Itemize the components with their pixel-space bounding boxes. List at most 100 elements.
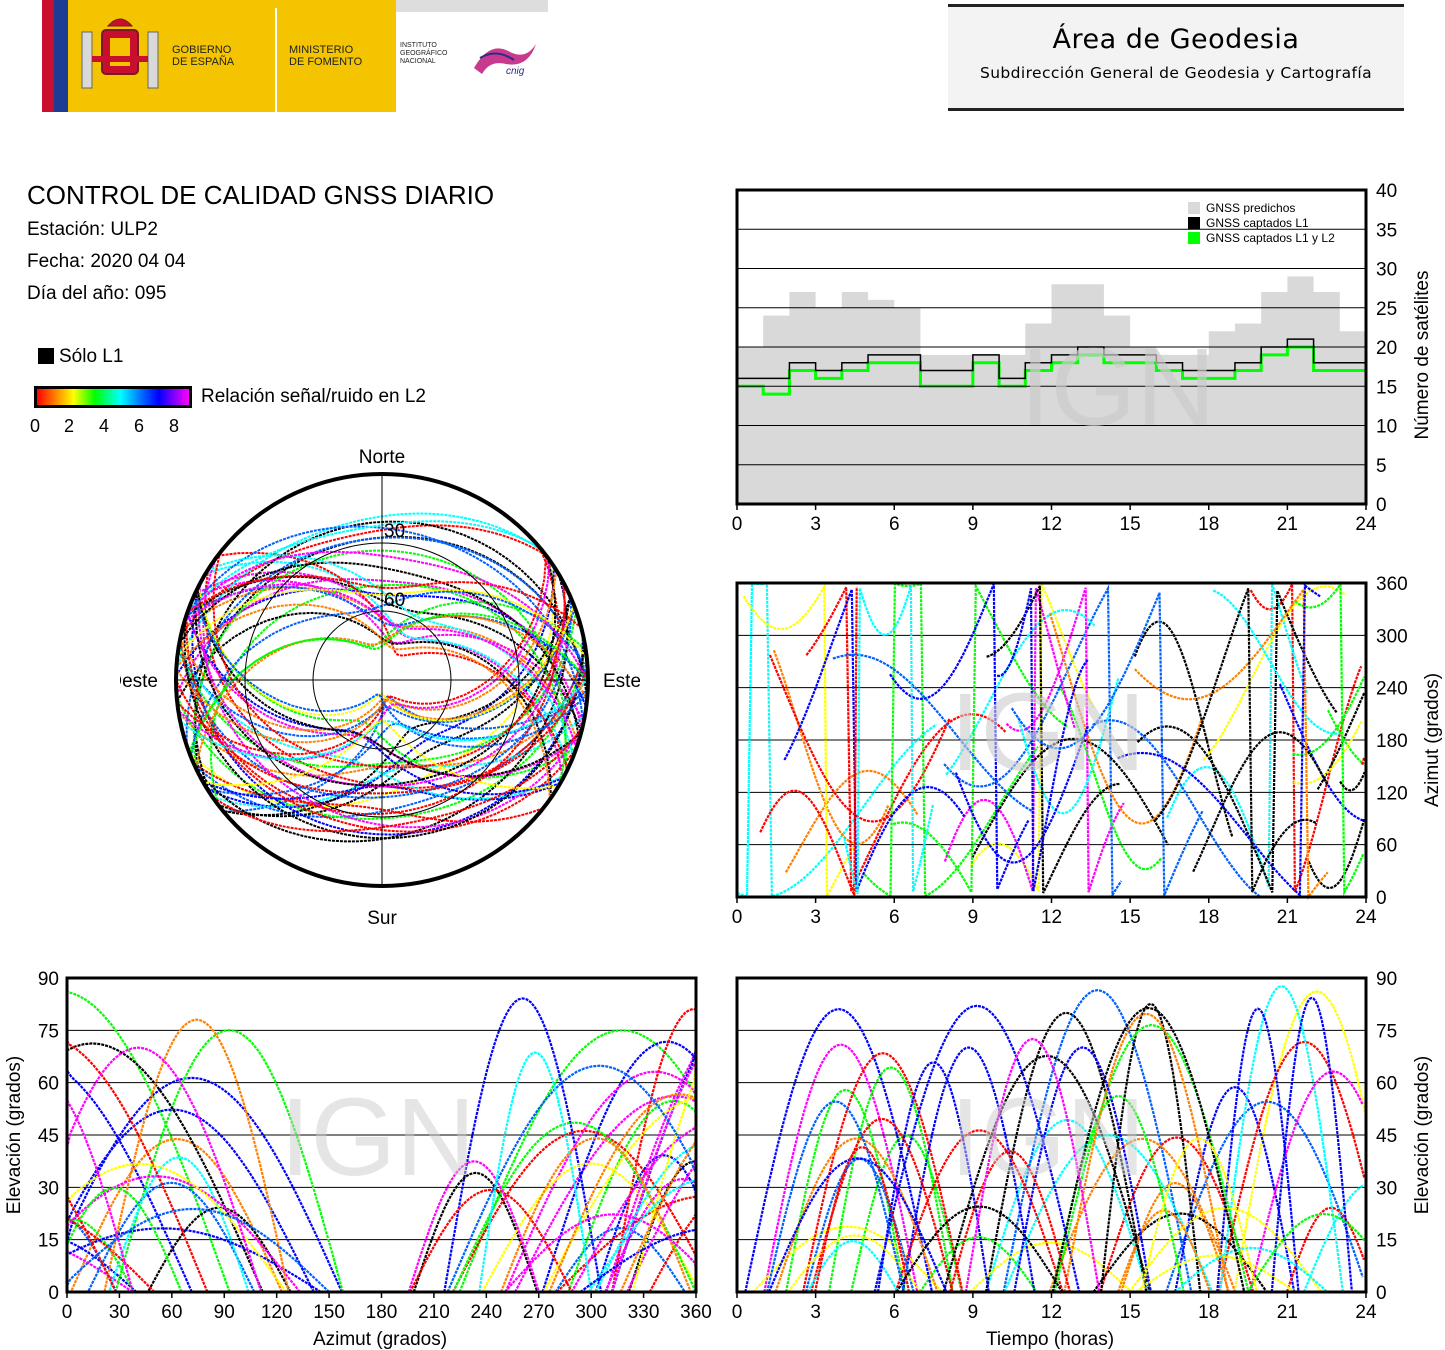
azimuth-track [997, 588, 1089, 892]
elt-track [806, 1240, 899, 1293]
report-title: CONTROL DE CALIDAD GNSS DIARIO [27, 180, 495, 210]
azimuth-track [783, 589, 966, 893]
skyplot-track [179, 524, 546, 637]
snr-label: Relación señal/ruido en L2 [201, 386, 426, 407]
skyplot-track [175, 667, 589, 795]
count-ytick-label: 15 [1376, 377, 1397, 398]
snr-tick-8: 8 [169, 416, 180, 436]
elt-track [1219, 984, 1344, 1293]
elt-track [774, 1137, 939, 1293]
count-ytick-label: 20 [1376, 338, 1397, 359]
elt-ytick-label: 15 [1376, 1231, 1397, 1252]
count-legend-label: GNSS captados L1 y L2 [1206, 231, 1335, 245]
elaz-xtick-label: 120 [261, 1302, 293, 1323]
elaz-track [65, 1207, 330, 1293]
elt-track [1048, 1137, 1237, 1293]
elaz-y-ticks: 0 15 30 45 60 75 90 [38, 969, 59, 1304]
azimuth-track [889, 583, 1030, 890]
azimuth-track [954, 725, 1089, 864]
count-ytick-label: 40 [1376, 181, 1397, 202]
gobierno-line-1: GOBIERNO [172, 44, 232, 56]
elt-track [752, 1225, 943, 1293]
elaz-track [65, 1076, 343, 1293]
elaz-ytick-label: 90 [38, 969, 59, 990]
elt-xtick-label: 6 [889, 1302, 900, 1323]
skyplot-track [176, 611, 552, 799]
az-xtick-label: 24 [1355, 907, 1377, 928]
doy-label: Día del año: 095 [27, 283, 167, 304]
skyplot-track [196, 588, 582, 778]
elaz-xtick-label: 270 [523, 1302, 555, 1323]
count-xtick-label: 3 [810, 514, 821, 535]
elaz-track [65, 1207, 156, 1293]
count-xtick-label: 15 [1120, 514, 1141, 535]
elt-ytick-label: 30 [1376, 1178, 1397, 1199]
elt-track [1092, 1212, 1268, 1293]
elt-track [1140, 1137, 1258, 1293]
azimuth-watermark: IGN [950, 671, 1146, 794]
count-ytick-label: 5 [1376, 456, 1387, 477]
elt-track [814, 1146, 911, 1293]
skyplot-track [175, 512, 544, 670]
elaz-xtick-label: 180 [366, 1302, 398, 1323]
elt-track [894, 1129, 1064, 1293]
elt-track [1217, 1040, 1366, 1293]
elt-xtick-label: 3 [810, 1302, 821, 1323]
skyplot-track [185, 575, 583, 733]
az-xtick-label: 12 [1041, 907, 1062, 928]
ministerio-line-1: MINISTERIO [289, 44, 354, 56]
elt-xtick-label: 24 [1355, 1302, 1377, 1323]
azimuth-track [1192, 731, 1329, 873]
elt-track [919, 1236, 1038, 1293]
skyplot-track [194, 614, 588, 769]
snr-colorbar [34, 386, 192, 408]
elt-ytick-label: 60 [1376, 1074, 1397, 1095]
skyplot-track [179, 637, 577, 833]
elt-track [766, 1100, 905, 1293]
az-ytick-label: 240 [1376, 679, 1408, 700]
elaz-xtick-label: 360 [680, 1302, 712, 1323]
elaz-xtick-label: 150 [313, 1302, 345, 1323]
elt-ytick-label: 90 [1376, 969, 1397, 990]
elt-track [1100, 1002, 1202, 1293]
skyplot-track [186, 550, 589, 684]
elt-track [873, 1004, 1081, 1293]
azimuth-track [1133, 620, 1234, 838]
count-ytick-label: 25 [1376, 299, 1397, 320]
az-ytick-label: 60 [1376, 836, 1397, 857]
elt-track [895, 1205, 1064, 1293]
elt-track [876, 1061, 990, 1293]
elt-track [1249, 1070, 1364, 1293]
elaz-track [478, 1051, 593, 1293]
azimuth-track [1294, 580, 1365, 897]
elaz-track [567, 1099, 698, 1293]
count-legend-swatch [1188, 202, 1200, 214]
count-xtick-label: 9 [968, 514, 979, 535]
elevation-time-chart: IGN 0 3 6 9 12 15 18 21 24 0 15 30 45 60 75 90 Tiempo … [732, 969, 1433, 1350]
elt-xtick-label: 21 [1277, 1302, 1298, 1323]
count-x-ticks: 0 3 6 9 12 15 18 21 24 [732, 504, 1377, 535]
elt-track [744, 1007, 934, 1293]
spain-flag-strip [42, 0, 54, 112]
azimuth-y-ticks: 0 60 120 180 240 300 360 [1376, 574, 1408, 909]
instituto-line-2: GEOGRÁFICO [400, 50, 448, 57]
azimuth-track [1316, 692, 1366, 790]
skyplot-track [176, 555, 548, 756]
snr-tick-2: 2 [64, 416, 75, 436]
count-legend-swatch [1188, 232, 1200, 244]
azimuth-track [784, 769, 919, 873]
elt-track [1063, 1012, 1229, 1293]
skyplot-track [204, 560, 569, 770]
elt-track [1233, 990, 1367, 1293]
az-xtick-label: 18 [1198, 907, 1219, 928]
elaz-track [65, 989, 231, 1293]
count-ylabel: Número de satélites [1412, 271, 1433, 440]
azimuth-track [986, 585, 1120, 894]
skyplot-track [212, 552, 566, 769]
elt-track [942, 1054, 1151, 1293]
elaz-track [451, 1129, 698, 1293]
azimuth-track [892, 581, 1068, 897]
elaz-track [604, 1177, 698, 1293]
